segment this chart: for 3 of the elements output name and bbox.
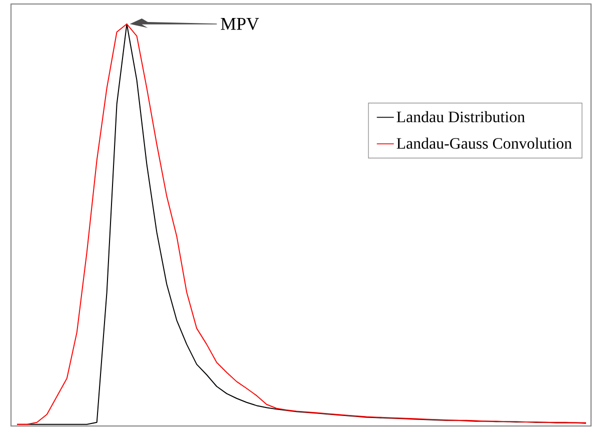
legend-label: Landau Distribution — [396, 111, 525, 122]
legend-label: Landau-Gauss Convolution — [396, 138, 572, 149]
annotation: MPV — [220, 18, 259, 30]
